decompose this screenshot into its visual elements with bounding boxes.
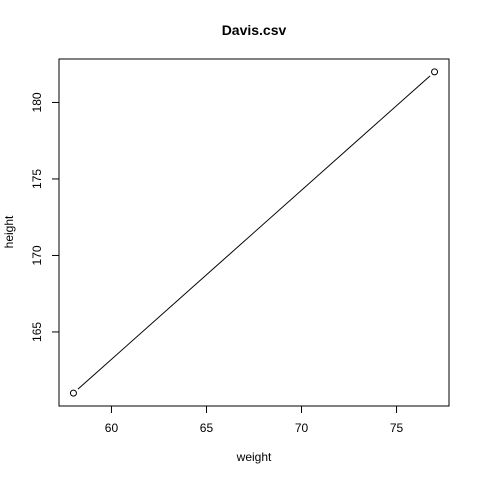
series-line-segment bbox=[77, 75, 431, 390]
data-point bbox=[69, 389, 77, 397]
y-tick-label: 170 bbox=[30, 245, 44, 265]
x-axis: 60 65 70 75 bbox=[105, 405, 404, 435]
y-tick-label: 175 bbox=[30, 169, 44, 189]
chart-title: Davis.csv bbox=[222, 22, 287, 38]
y-tick-label: 180 bbox=[30, 92, 44, 112]
x-tick-label: 65 bbox=[200, 421, 214, 435]
y-axis-label: height bbox=[2, 215, 16, 248]
series-group bbox=[69, 68, 439, 397]
x-tick-label: 75 bbox=[390, 421, 404, 435]
y-tick-label: 165 bbox=[30, 322, 44, 342]
x-axis-label: weight bbox=[236, 450, 272, 464]
x-tick-label: 60 bbox=[105, 421, 119, 435]
y-axis: 165 170 175 180 bbox=[30, 92, 60, 342]
data-point bbox=[431, 68, 439, 76]
x-tick-label: 70 bbox=[295, 421, 309, 435]
